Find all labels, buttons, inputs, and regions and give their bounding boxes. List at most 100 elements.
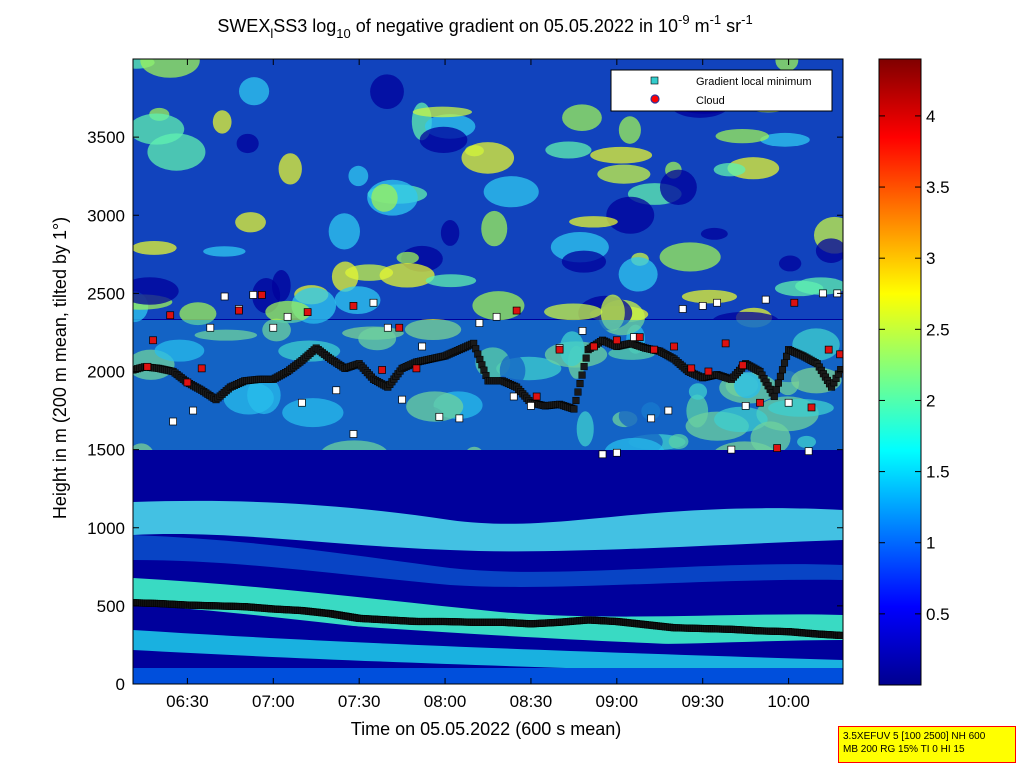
y-axis: 0 500 1000 1500 2000 2500 3000 3500: [87, 128, 843, 694]
minimum-marker: [770, 392, 778, 401]
minimum-marker: [269, 323, 278, 332]
cloud-marker: [807, 403, 816, 412]
cloud-marker: [824, 345, 833, 354]
cloud-marker: [183, 378, 192, 387]
minimum-marker: [574, 388, 582, 396]
minimum-marker: [298, 398, 306, 407]
cloud-marker: [412, 364, 421, 373]
cloud-marker: [612, 336, 621, 345]
cloud-marker: [635, 333, 644, 341]
heatmap-cell: [379, 263, 435, 288]
x-axis-label: Time on 05.05.2022 (600 s mean): [351, 719, 622, 739]
heatmap-cell: [235, 212, 266, 233]
heatmap-cell: [425, 274, 477, 288]
minimum-marker: [778, 366, 787, 374]
minimum-marker: [837, 366, 843, 374]
minimum-marker: [398, 395, 406, 404]
legend-label-minimum: Gradient local minimum: [696, 76, 812, 88]
colorbar-tick-label: 1: [926, 534, 935, 553]
heatmap-cell: [561, 250, 607, 273]
heatmap-cell: [681, 289, 737, 304]
minimum-marker: [664, 406, 673, 415]
minimum-marker: [349, 430, 358, 438]
heatmap-cell: [569, 216, 618, 228]
y-tick-label: 2500: [87, 284, 125, 303]
minimum-marker: [582, 354, 590, 362]
heatmap-cell: [328, 213, 360, 250]
minimum-marker: [527, 402, 535, 410]
heatmap-cell: [133, 113, 185, 145]
heatmap-cell: [815, 238, 843, 263]
minimum-marker: [804, 447, 813, 456]
heatmap-cell: [713, 162, 746, 177]
minimum-marker: [819, 289, 827, 298]
minimum-marker: [418, 342, 427, 351]
minimum-marker: [761, 295, 770, 304]
heatmap-cell: [203, 246, 246, 257]
markers-layer: [133, 289, 843, 639]
heatmap-cell: [396, 251, 419, 264]
heatmap-cell: [236, 133, 259, 154]
heatmap-cell: [133, 277, 179, 305]
minimum-marker: [169, 417, 177, 426]
minimum-marker: [678, 305, 687, 313]
minimum-marker: [837, 631, 843, 639]
minimum-marker: [435, 412, 444, 421]
minimum-marker: [780, 359, 789, 367]
heatmap-cell: [265, 300, 311, 324]
x-tick-label: 07:00: [252, 692, 295, 711]
heatmap-cell: [440, 220, 460, 246]
minimum-marker: [580, 363, 588, 371]
minimum-marker: [220, 292, 229, 301]
cloud-marker: [532, 392, 541, 401]
minimum-marker: [776, 372, 784, 380]
heatmap-cell: [775, 59, 799, 72]
colorbar-tick-label: 0.5: [926, 605, 950, 624]
y-tick-label: 0: [116, 675, 125, 694]
colorbar: [878, 58, 922, 686]
legend-marker-minimum: [650, 76, 659, 85]
cloud-marker: [590, 342, 598, 351]
minimum-marker: [647, 414, 656, 423]
heatmap-cell: [481, 210, 508, 247]
minimum-marker: [784, 398, 793, 407]
heatmap-cell: [331, 261, 359, 292]
heatmap-cell: [370, 74, 404, 110]
minimum-marker: [578, 327, 587, 335]
legend-label-cloud: Cloud: [696, 95, 725, 107]
heatmap-cell: [545, 141, 592, 159]
cloud-marker: [149, 336, 157, 345]
minimum-marker: [206, 323, 215, 332]
cloud-marker: [303, 308, 312, 316]
cloud-marker: [349, 302, 358, 310]
cloud-marker: [197, 364, 206, 373]
y-tick-label: 1000: [87, 519, 125, 538]
minimum-marker: [576, 380, 584, 388]
heatmap-cell: [371, 183, 398, 212]
minimum-marker: [727, 445, 736, 454]
cloud-marker: [512, 306, 521, 315]
cloud-marker: [721, 339, 730, 348]
colorbar-tick-label: 3.5: [926, 178, 950, 197]
x-axis: 06:30 07:00 07:30 08:00 08:30 09:00 09:30 10:00: [166, 59, 810, 711]
minimum-marker: [455, 414, 464, 423]
x-tick-label: 08:30: [510, 692, 553, 711]
heatmap-cell: [133, 240, 177, 255]
cloud-marker: [790, 298, 799, 307]
minimum-marker: [741, 402, 750, 410]
cloud-marker: [687, 364, 696, 373]
heatmap-cell: [760, 132, 810, 147]
chart-title: SWEXlSS3 log10 of negative gradient on 0…: [217, 12, 752, 41]
x-tick-label: 09:30: [681, 692, 724, 711]
heatmap-cell: [659, 169, 697, 206]
colorbar-tick-label: 1.5: [926, 463, 950, 482]
y-tick-label: 1500: [87, 441, 125, 460]
minimum-marker: [369, 298, 378, 307]
y-axis-label: Height in m (200 m mean, tilted by 1°): [50, 217, 70, 519]
heatmap-cell: [334, 286, 381, 315]
heatmap-cell: [618, 257, 658, 292]
minimum-marker: [189, 406, 197, 415]
heatmap-cell: [606, 196, 655, 234]
minimum-marker: [572, 396, 580, 405]
x-tick-label: 09:00: [596, 692, 639, 711]
